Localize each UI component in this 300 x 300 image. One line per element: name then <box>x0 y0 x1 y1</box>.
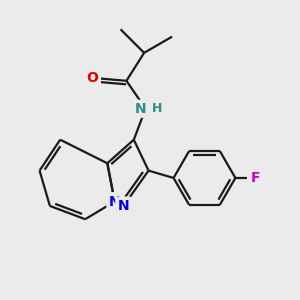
Text: O: O <box>87 71 98 85</box>
Text: N: N <box>118 199 129 213</box>
Text: H: H <box>152 102 162 115</box>
Text: N: N <box>109 194 121 208</box>
Text: N: N <box>134 102 146 116</box>
Text: F: F <box>250 171 260 185</box>
